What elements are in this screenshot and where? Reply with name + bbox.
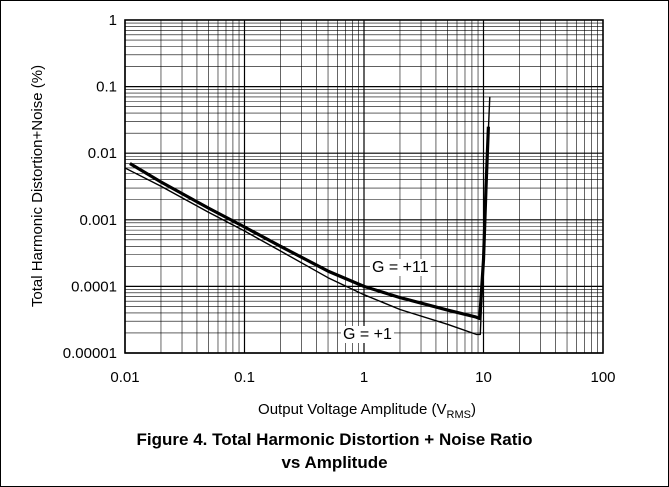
x-tick-label: 0.1 [234, 369, 255, 386]
y-axis-label: Total Harmonic Distortion+Noise (%) [29, 65, 46, 307]
x-axis-label-end: ) [471, 401, 476, 418]
series-line-g-plus-1 [124, 96, 491, 336]
annotation-g-plus-11: G = +11 [372, 259, 429, 276]
caption-line-2: vs Amplitude [281, 453, 388, 472]
series-layer [124, 96, 491, 336]
x-axis-label: Output Voltage Amplitude (VRMS) [258, 401, 476, 421]
x-axis-label-sub: RMS [447, 409, 471, 421]
y-tick-label: 0.01 [88, 145, 117, 162]
plot-area-border [124, 19, 604, 354]
y-tick-label: 1 [109, 12, 117, 29]
tick-labels: 0.01 0.1 1 10 100 1 0.1 0.01 0.001 0.0001 0.00001 [63, 12, 616, 386]
x-tick-label: 0.01 [110, 369, 139, 386]
figure-caption: Figure 4. Total Harmonic Distortion + No… [0, 428, 669, 474]
y-tick-label: 0.001 [79, 212, 117, 229]
y-tick-label: 0.0001 [71, 278, 117, 295]
annotation-background [370, 259, 431, 276]
annotation-g-plus-1: G = +1 [343, 326, 392, 343]
x-tick-label: 100 [590, 369, 615, 386]
y-tick-label: 0.00001 [63, 345, 117, 362]
x-axis-label-main: Output Voltage Amplitude (V [258, 401, 446, 418]
annotation-background [341, 326, 395, 343]
x-tick-label: 10 [475, 369, 492, 386]
y-tick-label: 0.1 [96, 79, 117, 96]
caption-line-1: Figure 4. Total Harmonic Distortion + No… [136, 430, 533, 449]
x-tick-label: 1 [360, 369, 368, 386]
